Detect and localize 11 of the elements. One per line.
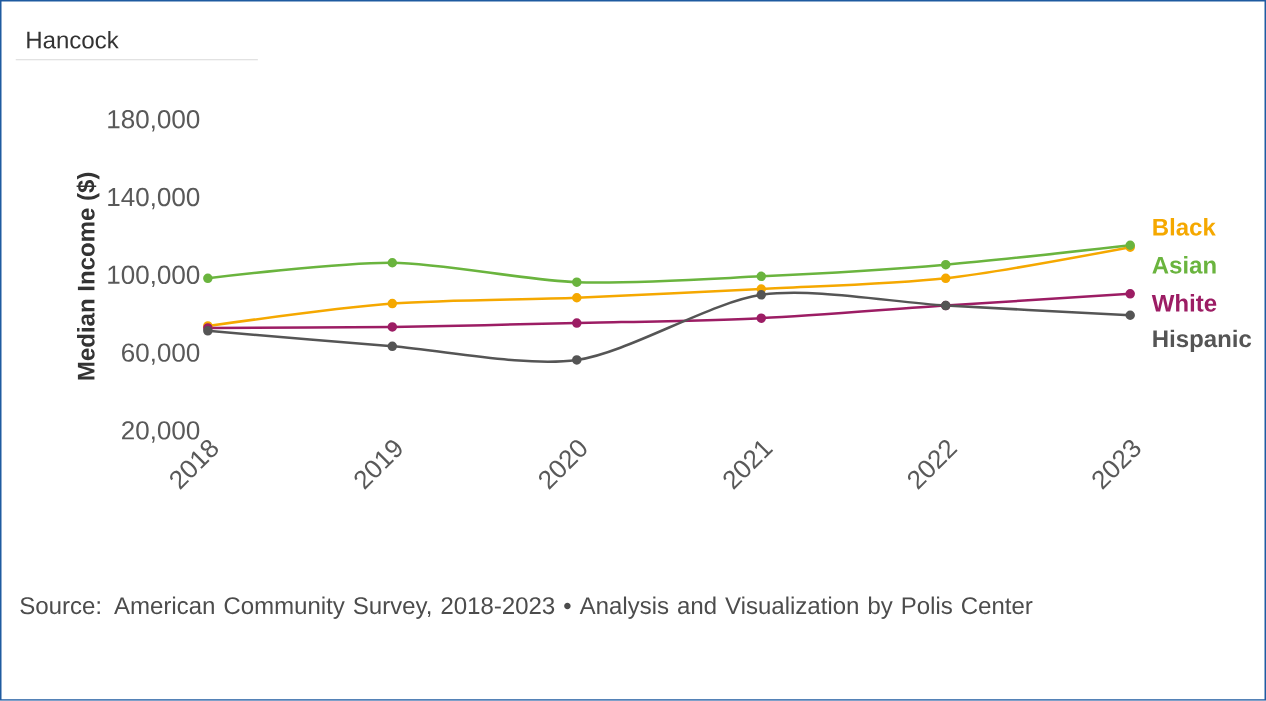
- y-tick-label: 140,000: [108, 187, 200, 210]
- chart-subtitle: Hancock: [27, 31, 119, 49]
- y-tick-label: 100,000: [108, 265, 200, 288]
- series-label: Asian: [1152, 256, 1216, 274]
- series-label: White: [1151, 294, 1217, 312]
- y-tick-label: 180,000: [108, 110, 200, 132]
- y-axis-title: Median Income ($): [76, 172, 100, 380]
- series-label: Hispanic: [1153, 329, 1252, 353]
- source-note: Source: American Community Survey, 2018-2023 • Analysis and Visualization by Polis Center: [20, 596, 1033, 619]
- y-tick-label: 60,000: [122, 343, 200, 365]
- series-label: Black: [1153, 218, 1216, 236]
